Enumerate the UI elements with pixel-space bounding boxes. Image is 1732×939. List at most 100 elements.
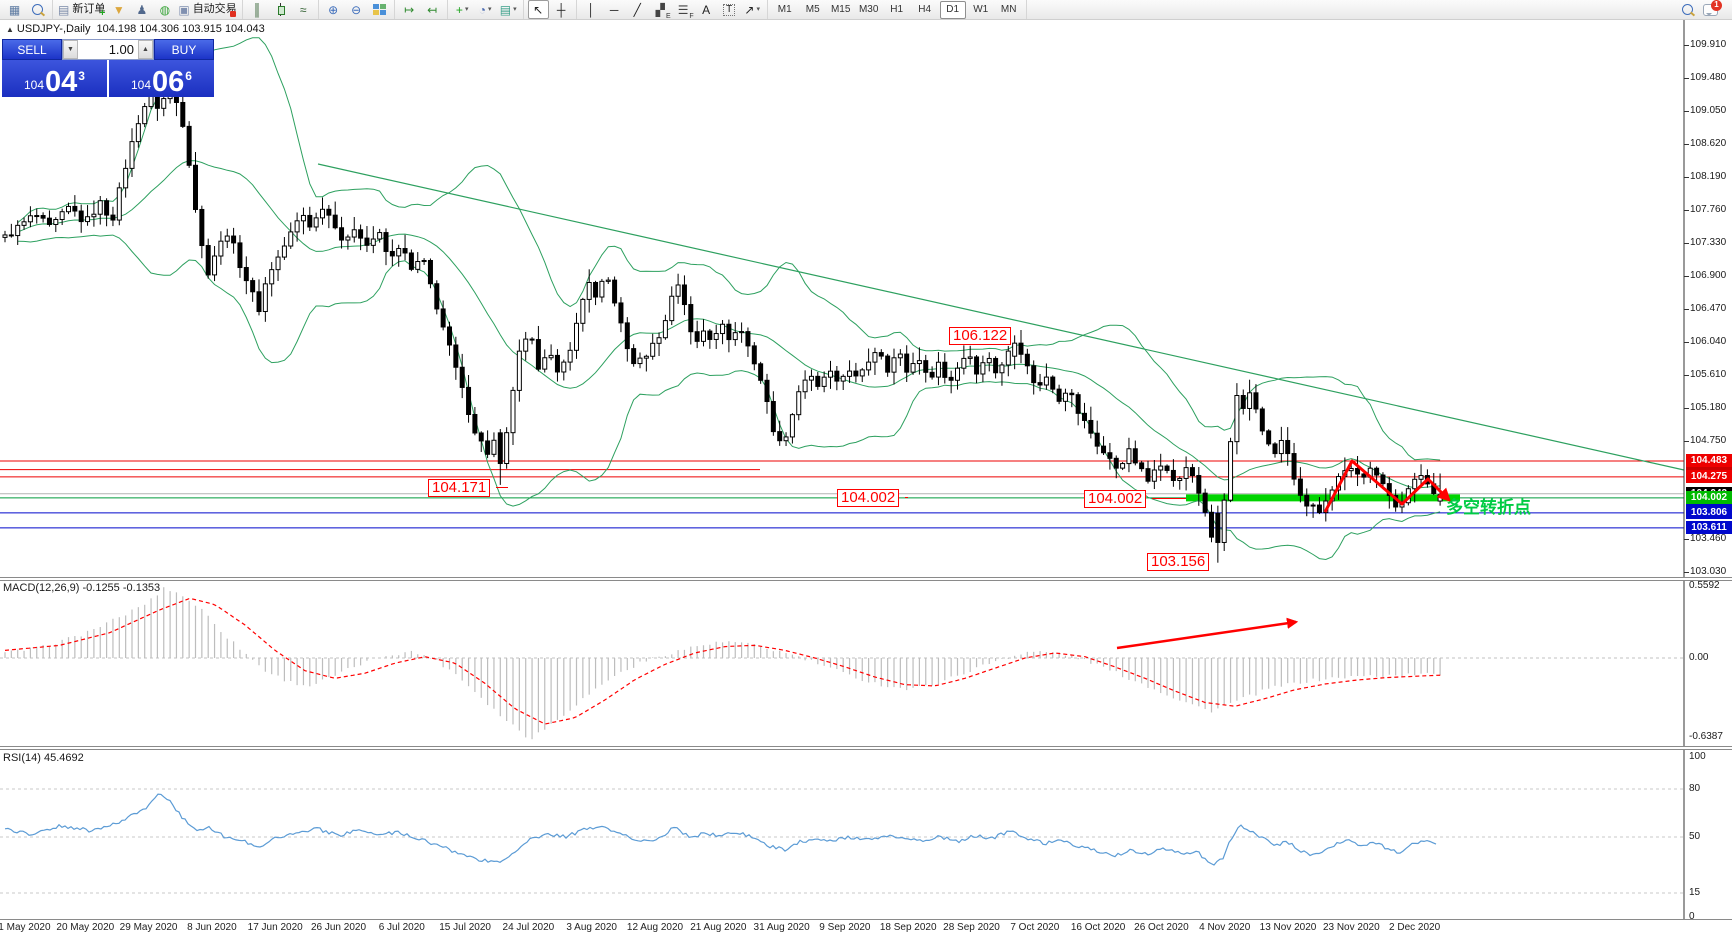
volume-decrease-button[interactable]: ▼ — [63, 40, 78, 59]
volume-spinner: ▼ 1.00 ▲ — [62, 39, 154, 60]
chat-icon[interactable]: 1 — [1700, 0, 1722, 19]
trendline-icon[interactable]: ╱ — [627, 0, 648, 19]
turning-point-annotation[interactable]: 多空转折点 — [1446, 498, 1531, 517]
price-annotation-label[interactable]: 106.122 — [949, 327, 1012, 345]
text-label-icon[interactable]: T — [719, 0, 740, 19]
chat-badge: 1 — [1711, 0, 1722, 11]
bollinger-bands — [17, 37, 1441, 561]
symbol-ohlc: 104.198 104.306 103.915 104.043 — [96, 23, 265, 35]
toolbar-group: ⊕ ⊖ — [319, 0, 395, 19]
zoom-in-glyph: ⊕ — [328, 2, 339, 17]
toolbar-group: ║ ≈ — [243, 0, 319, 19]
print-preview-icon — [32, 4, 43, 15]
plus-overlay-icon: + — [99, 8, 106, 19]
timeframe-button-h4[interactable]: H4 — [918, 4, 932, 15]
channel-glyph: ▞ — [655, 2, 665, 17]
text-label-glyph: T — [723, 3, 736, 16]
chart-window-icon[interactable]: ▦ — [4, 0, 25, 19]
trendline-glyph: ╱ — [633, 2, 641, 17]
symbol-name: USDJPY-,Daily — [16, 23, 91, 35]
market-watch-glyph: ♟ — [136, 2, 148, 17]
rsi-pane-content — [0, 788, 1684, 894]
sell-price-display[interactable]: 104 04 3 — [2, 60, 107, 97]
timeframe-button-m15[interactable]: M15 — [830, 4, 851, 15]
new-order-label: 新订单 — [72, 3, 106, 15]
text-glyph: A — [702, 2, 711, 17]
chart-shift-glyph: ↤ — [427, 2, 438, 17]
price-trend-arrow[interactable] — [1323, 459, 1451, 513]
crosshair-icon[interactable]: ┼ — [551, 0, 572, 19]
profile-glyph: ▼ — [112, 2, 125, 17]
candlestick-icon[interactable] — [270, 0, 291, 19]
timeframe-button-m1[interactable]: M1 — [777, 4, 792, 15]
toolbar-right: 1 — [1673, 0, 1732, 19]
toolbar-group: ↖ ┼ — [524, 0, 577, 19]
candlesticks — [2, 77, 1443, 563]
timeframe-button-m30[interactable]: M30 — [858, 4, 879, 15]
bar-chart-icon[interactable]: ║ — [247, 0, 268, 19]
dropdown-arrow-icon[interactable]: ▾ — [513, 6, 517, 13]
symbol-info-line: ▲ USDJPY-,Daily 104.198 104.306 103.915 10… — [6, 23, 265, 35]
search-icon[interactable] — [1677, 0, 1698, 19]
timeframe-button-h1[interactable]: H1 — [890, 4, 904, 15]
auto-scroll-icon[interactable]: ↦ — [399, 0, 420, 19]
zoom-in-icon[interactable]: ⊕ — [323, 0, 344, 19]
buy-price-display[interactable]: 104 06 6 — [109, 60, 214, 97]
chart-shift-icon[interactable]: ↤ — [422, 0, 443, 19]
buy-price-prefix: 104 — [131, 78, 152, 92]
tile-windows-icon[interactable] — [369, 0, 390, 19]
price-annotation-label[interactable]: 104.171 — [428, 479, 491, 497]
horizontal-line-glyph: ─ — [609, 2, 619, 17]
crosshair-glyph: ┼ — [556, 2, 566, 17]
sound-icon[interactable]: ◍ — [154, 0, 175, 19]
vertical-line-glyph: │ — [587, 2, 595, 17]
toolbar-group: ▦ — [0, 0, 53, 19]
vertical-line-icon[interactable]: │ — [581, 0, 602, 19]
toolbar: ▦ ▤ + 新订单 ▼ ♟ ◍ ▣ 自动交易 ║ ≈ ⊕ ⊖ ↦ ↤ + ▾ ◔ ▾ ▤ ▾ ↖ ┼ │ ─ ╱ ▞ E ☰ F A T ↗ ▾ M… — [0, 0, 1732, 20]
fibonacci-icon[interactable]: ☰ F — [673, 0, 694, 21]
toolbar-group: + ▾ ◔ ▾ ▤ ▾ — [448, 0, 524, 19]
descending-trendline[interactable] — [317, 163, 1685, 471]
timeframe-button-m5[interactable]: M5 — [805, 4, 820, 15]
horizontal-line-icon[interactable]: ─ — [604, 0, 625, 19]
one-click-trading-panel: SELL ▼ 1.00 ▲ BUY 104 04 3 104 06 6 — [2, 39, 214, 97]
new-order-icon[interactable]: ▤ + 新订单 — [57, 0, 106, 19]
timeframe-button-d1[interactable]: D1 — [939, 0, 966, 19]
print-preview-icon[interactable] — [27, 0, 48, 19]
autotrading-icon[interactable]: ▣ 自动交易 — [177, 0, 237, 19]
dropdown-arrow-icon[interactable]: ▾ — [488, 6, 492, 13]
autotrading-glyph: ▣ — [178, 2, 190, 17]
dropdown-arrow-icon[interactable]: ▾ — [464, 6, 469, 13]
periods-glyph: ◔ — [478, 2, 487, 17]
zoom-out-glyph: ⊖ — [351, 2, 362, 17]
chat-bubble-glyph: 1 — [1703, 0, 1722, 16]
line-chart-icon[interactable]: ≈ — [293, 0, 314, 19]
volume-input[interactable]: 1.00 — [108, 42, 134, 57]
toolbar-group: │ ─ ╱ ▞ E ☰ F A T ↗ ▾ — [577, 0, 768, 21]
market-watch-icon[interactable]: ♟ — [131, 0, 152, 19]
macd-trend-arrow[interactable] — [1116, 617, 1299, 650]
sell-button[interactable]: SELL — [2, 39, 62, 60]
text-icon[interactable]: A — [696, 0, 717, 19]
timeframe-button-w1[interactable]: W1 — [973, 4, 989, 15]
price-annotation-label[interactable]: 103.156 — [1147, 553, 1210, 571]
buy-price-sup: 6 — [185, 69, 192, 83]
buy-button[interactable]: BUY — [154, 39, 214, 60]
dropdown-arrow-icon[interactable]: ▾ — [756, 6, 760, 13]
stop-overlay-icon — [229, 11, 236, 17]
profile-icon[interactable]: ▼ — [108, 0, 129, 19]
timeframe-button-mn[interactable]: MN — [1000, 4, 1017, 15]
templates-icon[interactable]: ▤ ▾ — [498, 0, 519, 19]
volume-increase-button[interactable]: ▲ — [138, 40, 153, 59]
price-annotation-label[interactable]: 104.002 — [1084, 490, 1147, 508]
sell-price-sup: 3 — [78, 69, 85, 83]
periods-icon[interactable]: ◔ ▾ — [475, 0, 496, 19]
price-annotation-label[interactable]: 104.002 — [837, 489, 900, 507]
zoom-out-icon[interactable]: ⊖ — [346, 0, 367, 19]
toolbar-group: ↦ ↤ — [395, 0, 448, 19]
channel-icon[interactable]: ▞ E — [650, 0, 671, 21]
indicators-icon[interactable]: + ▾ — [452, 0, 473, 19]
cursor-icon[interactable]: ↖ — [527, 0, 549, 19]
arrows-icon[interactable]: ↗ ▾ — [742, 0, 763, 19]
